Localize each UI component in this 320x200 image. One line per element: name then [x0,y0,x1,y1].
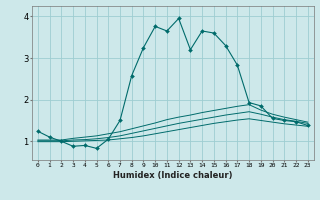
X-axis label: Humidex (Indice chaleur): Humidex (Indice chaleur) [113,171,233,180]
